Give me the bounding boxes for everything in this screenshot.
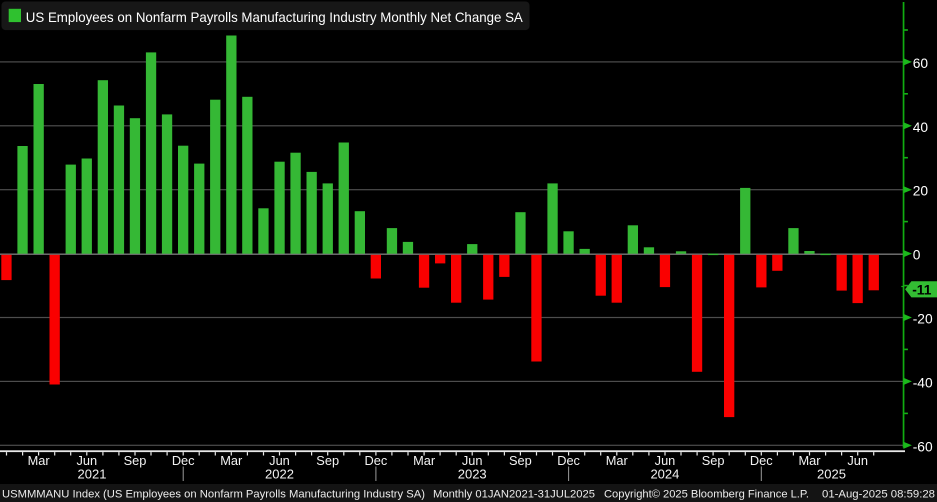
svg-text:Dec: Dec — [365, 453, 388, 468]
svg-text:Monthly 01JAN2021-31JUL2025: Monthly 01JAN2021-31JUL2025 — [433, 488, 595, 500]
svg-text:2021: 2021 — [78, 467, 107, 482]
svg-text:2025: 2025 — [817, 467, 846, 482]
svg-text:Jun: Jun — [655, 453, 676, 468]
svg-text:Mar: Mar — [798, 453, 821, 468]
svg-text:USMMMANU Index (US Employees o: USMMMANU Index (US Employees on Nonfarm … — [2, 488, 425, 500]
svg-text:-60: -60 — [913, 439, 933, 454]
svg-text:-11: -11 — [912, 282, 932, 297]
svg-text:Sep: Sep — [124, 453, 147, 468]
svg-text:2024: 2024 — [650, 467, 679, 482]
svg-text:Sep: Sep — [316, 453, 339, 468]
svg-text:Copyright© 2025 Bloomberg Fina: Copyright© 2025 Bloomberg Finance L.P. — [604, 488, 809, 500]
svg-text:Mar: Mar — [413, 453, 436, 468]
svg-text:Sep: Sep — [702, 453, 725, 468]
svg-text:Mar: Mar — [28, 453, 51, 468]
svg-text:20: 20 — [913, 184, 929, 199]
svg-text:01-Aug-2025 08:59:28: 01-Aug-2025 08:59:28 — [822, 488, 935, 500]
svg-text:Sep: Sep — [509, 453, 532, 468]
svg-text:2023: 2023 — [458, 467, 487, 482]
svg-text:Mar: Mar — [606, 453, 629, 468]
svg-text:Dec: Dec — [172, 453, 195, 468]
svg-text:Jun: Jun — [76, 453, 97, 468]
svg-text:Jun: Jun — [847, 453, 868, 468]
svg-text:60: 60 — [913, 56, 929, 71]
svg-text:-20: -20 — [913, 312, 933, 327]
svg-text:0: 0 — [913, 248, 921, 263]
svg-text:Jun: Jun — [462, 453, 483, 468]
svg-text:-40: -40 — [913, 375, 933, 390]
svg-text:2022: 2022 — [265, 467, 294, 482]
svg-text:Dec: Dec — [557, 453, 580, 468]
svg-text:Jun: Jun — [269, 453, 290, 468]
svg-text:40: 40 — [913, 120, 929, 135]
svg-text:Mar: Mar — [220, 453, 243, 468]
svg-text:US Employees on Nonfarm Payrol: US Employees on Nonfarm Payrolls Manufac… — [26, 10, 524, 25]
svg-text:Dec: Dec — [750, 453, 773, 468]
